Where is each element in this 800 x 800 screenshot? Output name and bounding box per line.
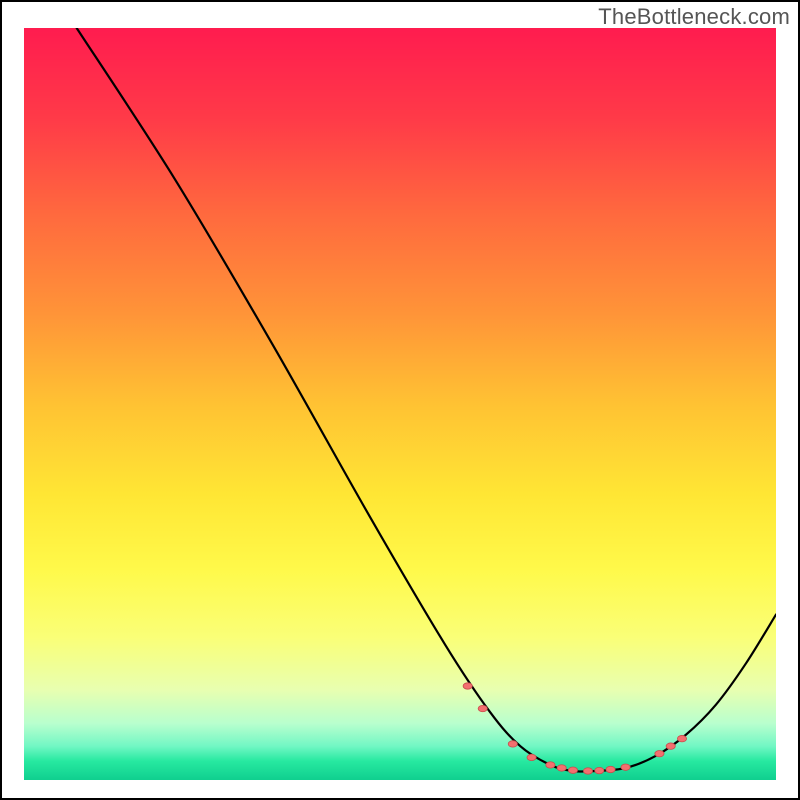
curve-marker [546,762,555,768]
curve-marker [621,764,630,770]
curve-marker [606,766,615,772]
curve-marker [666,743,675,749]
curve-marker [595,767,604,773]
plot-area [24,28,776,780]
curve-marker [463,683,472,689]
curve-marker [478,705,487,711]
watermark-text: TheBottleneck.com [598,4,790,30]
curve-marker [655,750,664,756]
gradient-background [24,28,776,780]
curve-marker [527,754,536,760]
curve-marker [677,735,686,741]
curve-marker [508,741,517,747]
curve-marker [557,765,566,771]
curve-marker [583,768,592,774]
curve-marker [568,767,577,773]
plot-svg [24,28,776,780]
chart-frame: TheBottleneck.com [0,0,800,800]
